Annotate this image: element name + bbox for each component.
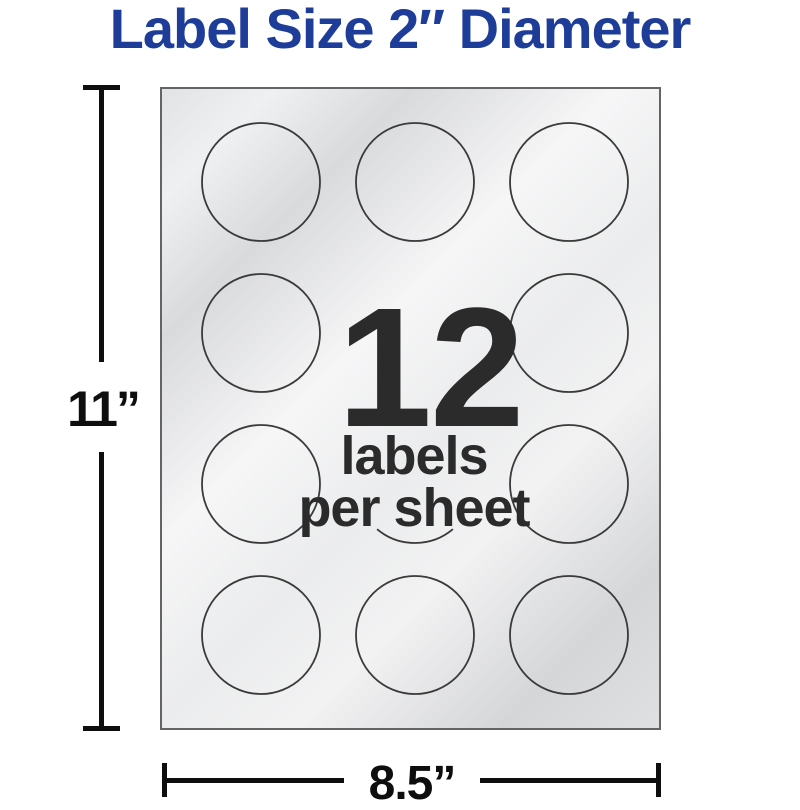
width-dimension-cap-right bbox=[656, 763, 661, 797]
label-sheet: 12 labels per sheet bbox=[160, 87, 661, 730]
width-dimension-line-right bbox=[480, 778, 658, 783]
label-circle bbox=[355, 575, 475, 695]
height-dimension-line-upper bbox=[99, 85, 104, 362]
label-circle bbox=[201, 122, 321, 242]
height-dimension-label: 11” bbox=[67, 381, 141, 437]
label-circle bbox=[509, 575, 629, 695]
height-dimension-line-lower bbox=[99, 452, 104, 729]
labels-caption-line1: labels bbox=[340, 426, 487, 486]
labels-caption-line2: per sheet bbox=[298, 478, 530, 538]
label-circle bbox=[509, 424, 629, 544]
label-circle bbox=[509, 273, 629, 393]
label-grid: 12 labels per sheet bbox=[201, 122, 629, 695]
label-circle bbox=[201, 273, 321, 393]
label-circle bbox=[355, 122, 475, 242]
label-circle bbox=[201, 424, 321, 544]
width-dimension-line-left bbox=[164, 778, 344, 783]
label-circle bbox=[509, 122, 629, 242]
label-circle bbox=[201, 575, 321, 695]
width-dimension-label: 8.5” bbox=[368, 757, 457, 810]
label-circle-partial bbox=[376, 528, 454, 544]
page-title: Label Size 2″ Diameter bbox=[109, 0, 692, 60]
label-circles-group bbox=[201, 122, 629, 695]
height-dimension-cap-bottom bbox=[83, 726, 120, 731]
labels-count: 12 bbox=[337, 273, 522, 463]
